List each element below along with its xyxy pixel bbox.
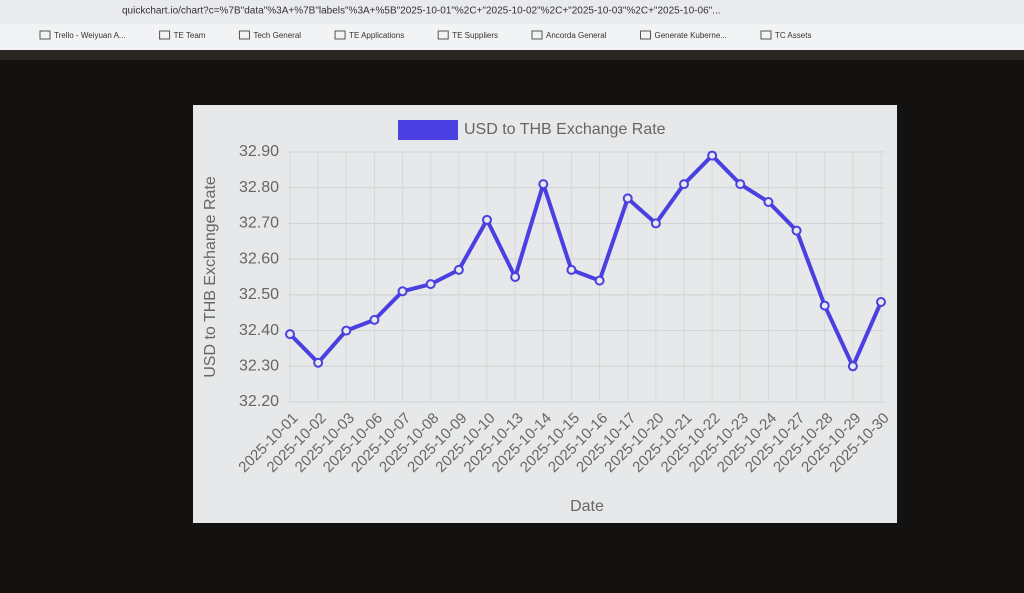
bookmark[interactable]: TE Suppliers xyxy=(452,31,498,40)
data-point xyxy=(819,300,830,311)
chart-panel xyxy=(193,105,897,523)
bookmark[interactable]: Generate Kuberne... xyxy=(654,31,727,40)
y-tick-label: 32.60 xyxy=(239,250,279,267)
data-point xyxy=(707,150,718,161)
bookmark[interactable]: Tech General xyxy=(253,31,301,40)
data-point xyxy=(594,275,605,286)
data-point xyxy=(876,297,886,307)
y-axis-title: USD to THB Exchange Rate xyxy=(202,176,219,378)
data-point xyxy=(538,179,549,190)
data-point xyxy=(285,329,295,340)
y-tick-label: 32.50 xyxy=(239,286,279,303)
bookmark-icon xyxy=(334,30,346,40)
data-point xyxy=(510,272,521,282)
data-point xyxy=(791,225,802,236)
legend-swatch xyxy=(398,120,458,140)
data-point xyxy=(313,357,324,368)
bookmark[interactable]: TC Assets xyxy=(775,31,811,40)
bookmark-icon xyxy=(760,30,772,40)
legend-label: USD to THB Exchange Rate xyxy=(464,121,666,138)
bookmark-icon xyxy=(39,30,51,40)
data-point xyxy=(425,279,436,290)
y-tick-label: 32.30 xyxy=(239,358,279,375)
data-point xyxy=(566,264,577,275)
data-point xyxy=(369,314,380,325)
data-point xyxy=(763,197,774,207)
toolbar xyxy=(0,0,1024,24)
y-tick-label: 32.70 xyxy=(239,215,279,232)
bookmark-icon xyxy=(437,30,449,40)
bookmark[interactable]: TE Applications xyxy=(349,31,404,40)
y-tick-label: 32.80 xyxy=(239,179,279,196)
data-point xyxy=(397,286,408,297)
data-point xyxy=(453,264,464,275)
y-tick-label: 32.90 xyxy=(239,143,279,160)
bookmark[interactable]: TE Team xyxy=(174,31,206,40)
frame xyxy=(0,50,1024,60)
y-tick-label: 32.20 xyxy=(239,393,279,410)
bookmark[interactable]: Trello - Weiyuan A... xyxy=(54,31,126,40)
bookmark[interactable]: Ancorda General xyxy=(546,31,607,40)
bookmark-icon xyxy=(238,30,250,40)
data-point xyxy=(650,218,661,229)
data-point xyxy=(735,179,746,190)
data-point xyxy=(482,214,492,225)
y-tick-label: 32.40 xyxy=(239,322,279,339)
data-point xyxy=(679,179,689,190)
url[interactable]: quickchart.io/chart?c=%7B"data"%3A+%7B"l… xyxy=(122,6,721,17)
data-point xyxy=(847,361,858,372)
x-axis-title: Date xyxy=(570,498,604,515)
data-point xyxy=(622,193,633,204)
bookmarks-bar xyxy=(0,24,1024,50)
bookmark-icon xyxy=(159,30,171,40)
bookmark-icon xyxy=(531,30,543,40)
data-line xyxy=(288,153,883,369)
data-point xyxy=(341,325,352,336)
bookmark-icon xyxy=(639,30,651,40)
